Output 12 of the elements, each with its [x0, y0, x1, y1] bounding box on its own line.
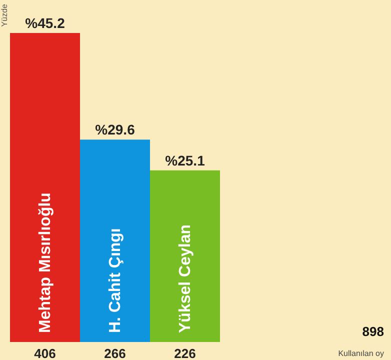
x-tick-label: Mehtap Mısırlıoğlu — [37, 192, 54, 333]
text: 226 — [174, 346, 196, 360]
text: 266 — [104, 346, 126, 360]
x-tick-label: Yüksel Ceylan — [177, 224, 194, 333]
text: 898 — [362, 324, 384, 339]
text: 406 — [34, 346, 56, 360]
data-label: %45.2 — [25, 15, 66, 31]
data-label: %29.6 — [95, 122, 136, 138]
text: Kullanılan oy — [338, 349, 384, 358]
x-tick-label: H. Cahit Çıngı — [107, 228, 124, 333]
data-label: %25.1 — [165, 152, 206, 168]
y-axis-title: Yüzde — [0, 3, 9, 27]
